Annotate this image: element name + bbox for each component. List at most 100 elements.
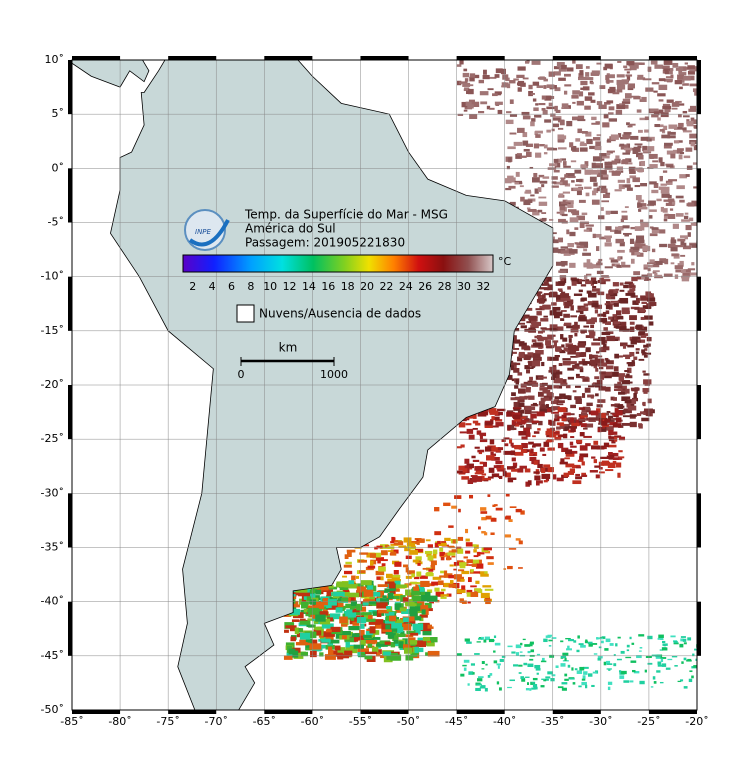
- sst-pixel: [409, 606, 421, 612]
- frame-segment: [552, 56, 601, 60]
- sst-pixel: [605, 237, 611, 243]
- sst-pixel: [520, 82, 526, 87]
- sst-pixel: [621, 380, 631, 385]
- sst-pixel: [592, 233, 596, 239]
- sst-pixel: [576, 466, 581, 469]
- colorbar-tick-label: 2: [189, 280, 196, 293]
- sst-pixel: [543, 144, 548, 149]
- sst-pixel: [516, 422, 526, 425]
- sst-pixel: [433, 549, 438, 555]
- sst-pixel: [595, 367, 599, 372]
- sst-pixel: [563, 433, 568, 439]
- sst-pixel: [569, 299, 574, 304]
- sst-pixel: [545, 478, 550, 482]
- sst-pixel: [524, 406, 532, 411]
- sst-pixel: [570, 404, 577, 409]
- sst-pixel: [532, 356, 542, 361]
- sst-pixel: [682, 127, 687, 131]
- sst-pixel: [285, 625, 297, 629]
- sst-pixel: [573, 640, 577, 643]
- sst-pixel: [528, 84, 533, 90]
- sst-pixel: [589, 145, 598, 150]
- sst-pixel: [639, 308, 646, 312]
- sst-pixel: [683, 155, 691, 159]
- sst-pixel: [546, 84, 555, 88]
- sst-pixel: [462, 664, 467, 667]
- sst-pixel: [390, 541, 395, 544]
- sst-pixel: [666, 99, 674, 103]
- sst-pixel: [464, 638, 470, 642]
- sst-pixel: [398, 641, 404, 649]
- sst-pixel: [462, 72, 470, 78]
- sst-pixel: [647, 278, 651, 281]
- sst-pixel: [564, 457, 570, 460]
- colorbar: [182, 254, 494, 273]
- sst-pixel: [667, 131, 676, 135]
- sst-pixel: [665, 180, 673, 184]
- sst-pixel: [470, 475, 478, 477]
- sst-pixel: [391, 536, 395, 542]
- sst-pixel: [681, 276, 690, 282]
- sst-pixel: [663, 68, 670, 71]
- sst-pixel: [630, 226, 636, 230]
- sst-pixel: [605, 304, 611, 310]
- sst-pixel: [593, 653, 598, 655]
- sst-pixel: [504, 534, 512, 538]
- frame-segment: [68, 385, 72, 440]
- sst-pixel: [641, 349, 645, 354]
- sst-pixel: [574, 242, 578, 245]
- sst-pixel: [396, 633, 406, 638]
- sst-pixel: [682, 83, 689, 86]
- sst-pixel: [602, 188, 607, 192]
- sst-pixel: [599, 317, 608, 323]
- sst-pixel: [544, 678, 549, 681]
- sst-pixel: [531, 382, 539, 387]
- sst-pixel: [622, 354, 632, 357]
- sst-pixel: [427, 650, 440, 657]
- sst-pixel: [608, 170, 614, 173]
- sst-pixel: [356, 590, 363, 597]
- sst-pixel: [418, 584, 425, 592]
- sst-pixel: [605, 426, 614, 431]
- sst-pixel: [622, 152, 631, 155]
- sst-pixel: [671, 107, 678, 110]
- legend-swatch: [236, 304, 255, 323]
- sst-pixel: [333, 591, 345, 597]
- sst-pixel: [619, 297, 629, 301]
- sst-pixel: [624, 147, 633, 151]
- sst-pixel: [477, 552, 485, 555]
- sst-pixel: [520, 155, 527, 158]
- sst-pixel: [543, 464, 551, 468]
- sst-pixel: [642, 401, 646, 407]
- sst-pixel: [560, 177, 566, 180]
- sst-pixel: [493, 635, 497, 639]
- sst-pixel: [688, 678, 693, 683]
- sst-pixel: [529, 641, 534, 645]
- colorbar-unit: °C: [498, 255, 512, 268]
- sst-pixel: [542, 109, 548, 115]
- sst-pixel: [298, 590, 311, 597]
- sst-pixel: [375, 557, 385, 561]
- sst-pixel: [579, 453, 589, 458]
- sst-pixel: [512, 339, 521, 344]
- sst-pixel: [570, 328, 579, 333]
- sst-pixel: [468, 671, 474, 675]
- sst-pixel: [465, 528, 469, 534]
- sst-pixel: [548, 392, 553, 397]
- sst-pixel: [557, 442, 564, 449]
- sst-pixel: [689, 83, 697, 87]
- sst-pixel: [630, 246, 640, 250]
- sst-pixel: [476, 641, 481, 643]
- sst-pixel: [664, 70, 669, 74]
- sst-pixel: [576, 366, 583, 370]
- sst-pixel: [561, 344, 565, 348]
- sst-pixel: [608, 452, 613, 455]
- frame-segment: [168, 56, 217, 60]
- sst-pixel: [617, 315, 624, 320]
- sst-pixel: [467, 577, 472, 583]
- sst-pixel: [628, 166, 636, 172]
- sst-pixel: [516, 362, 521, 366]
- sst-pixel: [360, 652, 366, 657]
- sst-pixel: [631, 642, 635, 645]
- sst-pixel: [617, 249, 625, 253]
